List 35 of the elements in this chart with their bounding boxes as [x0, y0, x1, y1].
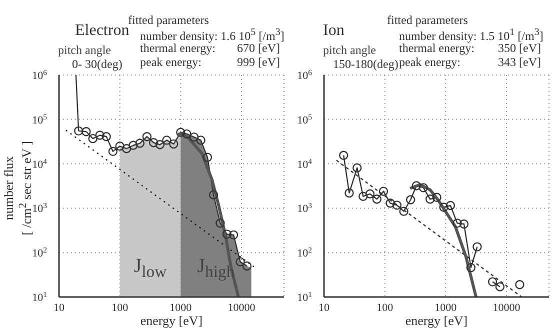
y-tick-label: 10$^{3}$: [297, 200, 312, 216]
y-tick-label: 10$^{1}$: [32, 290, 48, 304]
x-axis-title: energy [eV]: [404, 313, 469, 328]
y-tick-label: 10$^{5}$: [32, 112, 48, 126]
text: number density: 1.6 10$^{5}$ [/m$^{3}$]: [140, 27, 284, 44]
chart-subtitle: pitch angle 150-180(deg): [323, 43, 398, 72]
x-tick-label: 10: [54, 302, 65, 314]
y-tick-label: 10$^{6}$: [297, 68, 312, 82]
x-axis-title: energy [eV]: [139, 313, 204, 328]
x-tick-label: 10: [318, 302, 330, 314]
x-tick-label: 100: [376, 302, 394, 314]
x-tick-label: 10000: [228, 302, 256, 314]
x-tick-label: 1000: [170, 302, 192, 314]
text: fitted parameters: [128, 13, 209, 27]
y-tick-label: 10$^{2}$: [32, 245, 48, 260]
x-tick-label: 1000: [434, 302, 458, 314]
y-tick-label: 10$^{2}$: [297, 245, 312, 260]
chart-subtitle: pitch angle 0- 30(deg): [58, 43, 122, 72]
chart-title: Ion: [323, 22, 344, 40]
text: number density: 1.5 10$^{1}$ [/m$^{3}$]: [399, 27, 544, 44]
text: thermal energy: 670 [eV]: [140, 41, 280, 55]
chart-title: Electron: [75, 22, 130, 40]
text: fitted parameters: [387, 13, 468, 28]
x-tick-label: 10000: [492, 302, 521, 314]
text: thermal energy: 350 [eV]: [399, 41, 541, 55]
x-tick-label: 100: [112, 302, 129, 314]
y-tick-label: 10$^{3}$: [32, 200, 48, 216]
y-tick-label: 10$^{5}$: [297, 112, 312, 126]
series-label: J$_{low}$: [132, 255, 168, 282]
text: peak energy: 343 [eV]: [399, 55, 541, 69]
y-tick-label: 10$^{4}$: [32, 156, 48, 171]
y-tick-label: 10$^{1}$: [297, 290, 312, 304]
text: peak energy: 999 [eV]: [140, 55, 280, 69]
y-tick-label: 10$^{4}$: [297, 156, 312, 171]
y-tick-label: 10$^{6}$: [32, 68, 48, 82]
